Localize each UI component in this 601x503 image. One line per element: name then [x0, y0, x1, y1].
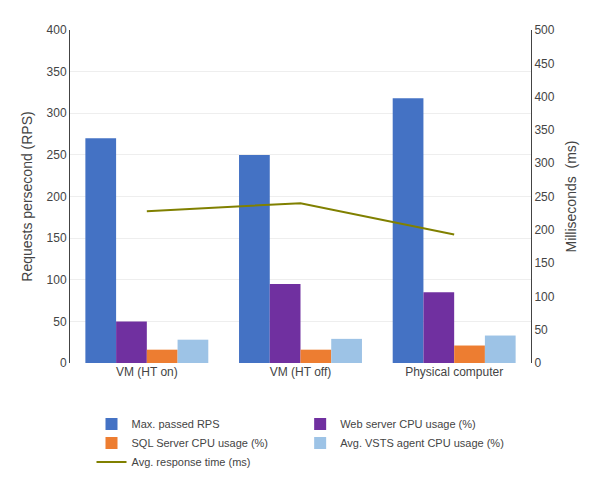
svg-text:150: 150: [47, 231, 67, 245]
svg-text:Physical computer: Physical computer: [405, 365, 503, 379]
svg-text:350: 350: [47, 65, 67, 79]
svg-text:Milliseconds (ms): Milliseconds (ms): [563, 140, 579, 252]
svg-text:400: 400: [534, 90, 554, 104]
svg-text:100: 100: [47, 273, 67, 287]
svg-text:200: 200: [534, 223, 554, 237]
svg-text:150: 150: [534, 256, 554, 270]
svg-text:0: 0: [534, 356, 541, 370]
svg-text:200: 200: [47, 190, 67, 204]
svg-text:250: 250: [534, 190, 554, 204]
svg-text:VM (HT on): VM (HT on): [116, 365, 178, 379]
svg-text:500: 500: [534, 23, 554, 37]
svg-text:300: 300: [534, 156, 554, 170]
svg-text:350: 350: [534, 123, 554, 137]
svg-text:250: 250: [47, 148, 67, 162]
svg-text:Max. passed RPS: Max. passed RPS: [132, 418, 220, 430]
svg-text:300: 300: [47, 106, 67, 120]
svg-text:Avg. VSTS agent CPU usage (%): Avg. VSTS agent CPU usage (%): [340, 437, 504, 449]
svg-text:100: 100: [534, 290, 554, 304]
svg-text:400: 400: [47, 23, 67, 37]
svg-text:VM (HT off): VM (HT off): [270, 365, 332, 379]
svg-text:50: 50: [534, 323, 548, 337]
svg-text:Requests persecond (RPS): Requests persecond (RPS): [19, 111, 35, 281]
svg-text:0: 0: [60, 356, 67, 370]
svg-text:Web server CPU usage (%): Web server CPU usage (%): [340, 418, 476, 430]
svg-text:Avg. response time (ms): Avg. response time (ms): [132, 456, 251, 468]
svg-text:450: 450: [534, 57, 554, 71]
svg-text:50: 50: [53, 315, 67, 329]
svg-text:SQL Server CPU usage (%): SQL Server CPU usage (%): [132, 437, 269, 449]
